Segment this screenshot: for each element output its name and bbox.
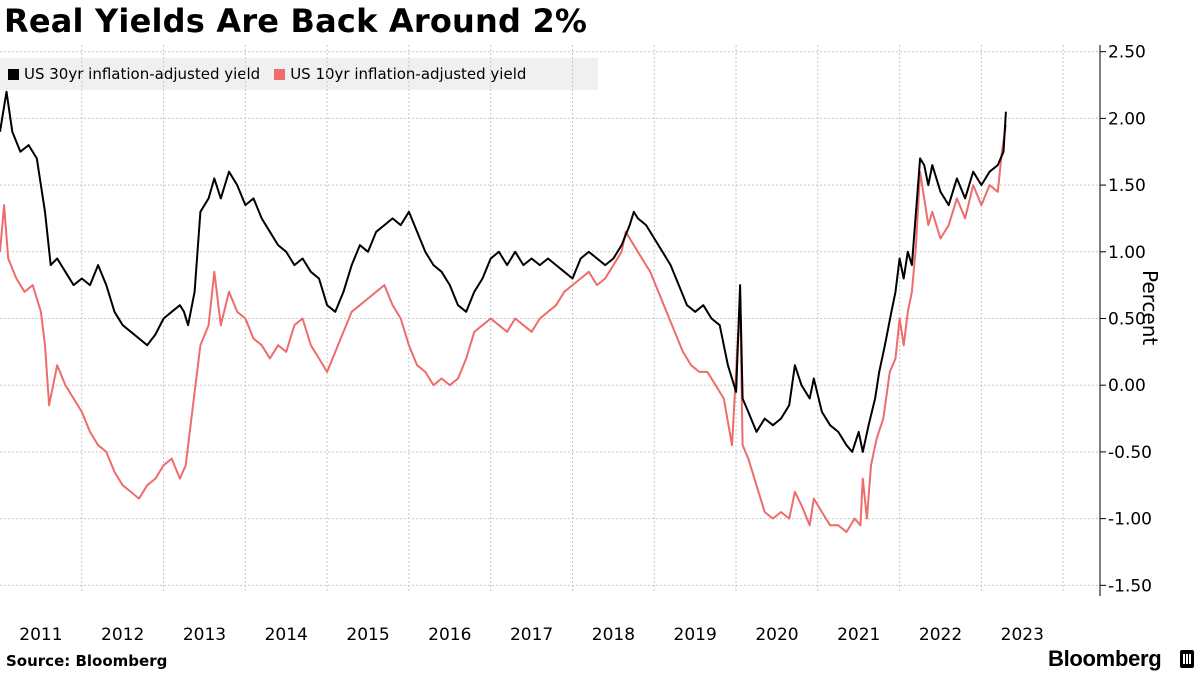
legend-item-30yr: US 30yr inflation-adjusted yield <box>8 65 260 83</box>
legend: US 30yr inflation-adjusted yield US 10yr… <box>0 58 598 90</box>
x-tick-label: 2015 <box>346 625 389 645</box>
series-lines <box>0 90 1007 533</box>
x-tick-label: 2013 <box>183 625 226 645</box>
x-axis: 2011 2012 2013 2014 2015 2016 2017 2018 2019 2020… <box>19 625 1044 645</box>
x-tick-label: 2016 <box>428 625 471 645</box>
y-axis-title: Percent <box>1138 270 1162 346</box>
legend-item-10yr: US 10yr inflation-adjusted yield <box>274 65 526 83</box>
legend-label-10yr: US 10yr inflation-adjusted yield <box>290 65 527 83</box>
x-tick-label: 2012 <box>101 625 144 645</box>
x-tick-label: 2017 <box>510 625 553 645</box>
y-tick-label: -0.50 <box>1108 443 1152 463</box>
series-line-10yr <box>0 124 1007 533</box>
x-tick-label: 2022 <box>919 625 962 645</box>
y-tick-label: -1.50 <box>1108 576 1152 596</box>
x-tick-label: 2014 <box>265 625 308 645</box>
y-axis: 2.50 2.00 1.50 1.00 0.50 0.00 -0.50 -1.00 -1.50 <box>1099 43 1152 596</box>
x-tick-label: 2011 <box>19 625 62 645</box>
y-tick-label: 0.00 <box>1108 376 1146 396</box>
x-tick-label: 2018 <box>592 625 635 645</box>
x-tick-label: 2021 <box>837 625 880 645</box>
y-tick-label: 1.50 <box>1108 176 1146 196</box>
y-tick-label: -1.00 <box>1108 510 1152 530</box>
terminal-icon <box>1180 650 1194 668</box>
x-tick-label: 2019 <box>674 625 717 645</box>
series-line-30yr <box>0 90 1007 453</box>
legend-label-30yr: US 30yr inflation-adjusted yield <box>24 65 261 83</box>
legend-swatch-10yr <box>274 68 286 80</box>
y-tick-label: 1.00 <box>1108 243 1146 263</box>
source-note: Source: Bloomberg <box>6 652 168 670</box>
brand-logo: Bloomberg <box>1048 646 1162 671</box>
y-tick-label: 2.50 <box>1108 43 1146 63</box>
x-tick-label: 2020 <box>755 625 798 645</box>
y-tick-label: 0.50 <box>1108 310 1146 330</box>
x-tick-label: 2023 <box>1001 625 1044 645</box>
chart-title: Real Yields Are Back Around 2% <box>4 2 588 40</box>
y-tick-label: 2.00 <box>1108 109 1146 129</box>
legend-swatch-30yr <box>8 68 19 80</box>
